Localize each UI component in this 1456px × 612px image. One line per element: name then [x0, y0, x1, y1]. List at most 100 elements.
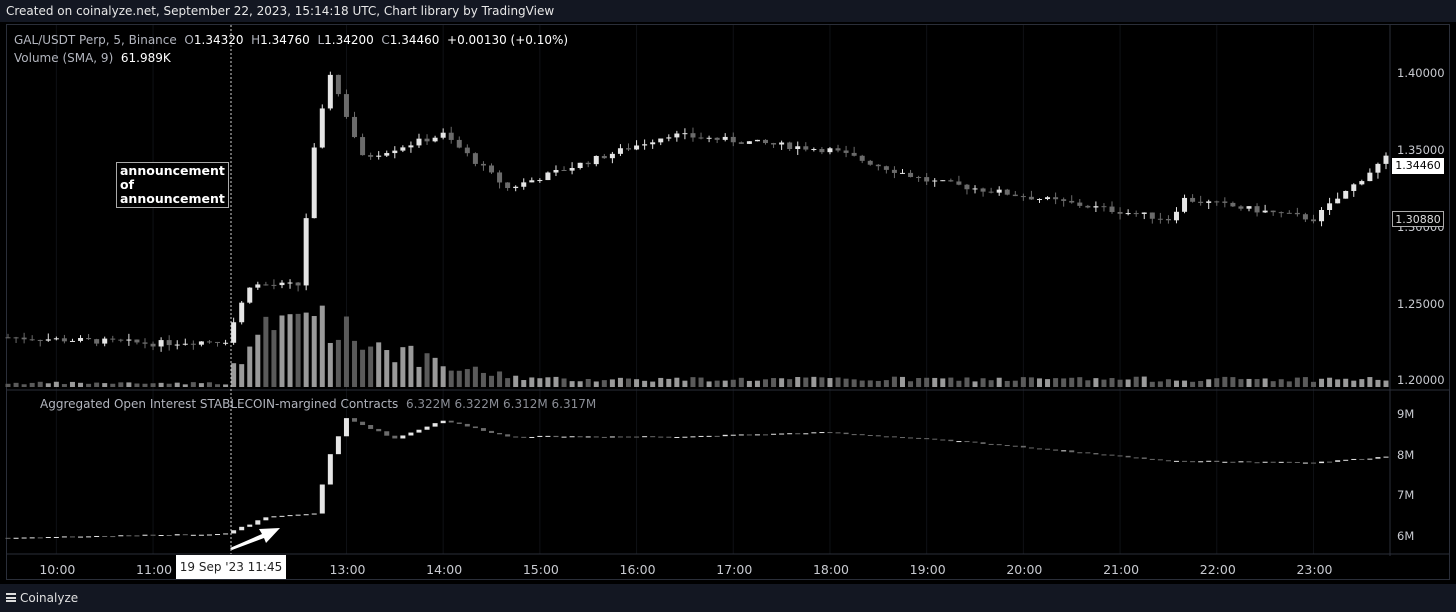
low-value: 1.34200 [324, 33, 374, 47]
oi-candle [561, 436, 567, 438]
price-candle [231, 322, 237, 343]
symbol-label: GAL/USDT Perp, 5, Binance [14, 33, 177, 47]
price-candle [1310, 219, 1316, 222]
volume-bar [134, 383, 140, 387]
price-candle [1028, 196, 1034, 200]
price-candle [956, 181, 962, 185]
price-candle [924, 177, 930, 182]
price-candle [1077, 202, 1083, 206]
oi-candle [5, 537, 11, 539]
volume-bar [352, 340, 358, 387]
volume-bar [505, 378, 511, 387]
oi-candle [1077, 452, 1083, 454]
price-candle [271, 284, 277, 286]
oi-axis-tick: 8M [1397, 447, 1415, 462]
volume-bar [1230, 377, 1236, 387]
volume-bar [1085, 380, 1091, 387]
price-candle [835, 148, 841, 151]
low-label: L [317, 33, 325, 47]
volume-bar [859, 380, 865, 387]
volume-bar [126, 382, 132, 387]
volume-bar [110, 383, 116, 387]
chart-frame[interactable] [6, 24, 1450, 580]
oi-candle [78, 536, 84, 538]
price-candle [1238, 206, 1244, 209]
price-candle [327, 74, 333, 109]
oi-candle [53, 536, 59, 538]
price-candle [360, 137, 366, 156]
menu-icon[interactable] [6, 593, 16, 602]
price-candle [972, 188, 978, 190]
oi-candle [37, 537, 43, 539]
volume-bar [489, 375, 495, 387]
volume-bar [472, 366, 478, 387]
price-candle [980, 188, 986, 192]
price-legend: GAL/USDT Perp, 5, Binance O1.34320 H1.34… [14, 33, 568, 47]
volume-bar [722, 380, 728, 387]
price-candle [448, 132, 454, 140]
oi-candle [609, 436, 615, 438]
price-candle [1222, 201, 1228, 203]
price-candle [424, 138, 430, 142]
price-candle [529, 180, 535, 183]
note-line-3: announcement [120, 191, 225, 206]
volume-bar [658, 377, 664, 387]
oi-candle [569, 436, 575, 438]
oi-candle [1020, 445, 1026, 448]
volume-bar [1149, 381, 1155, 387]
price-candle [585, 162, 591, 165]
price-candle [94, 339, 100, 344]
volume-bar [5, 383, 11, 387]
volume-bar [303, 312, 309, 387]
price-candle [1270, 210, 1276, 213]
volume-bar [279, 315, 285, 387]
oi-candle [1343, 459, 1349, 461]
price-candle [1157, 218, 1163, 220]
time-axis-tick: 11:00 [136, 562, 173, 577]
oi-candle [916, 437, 922, 439]
volume-value: 61.989K [120, 51, 171, 65]
oi-values: 6.322M 6.322M 6.312M 6.317M [405, 397, 597, 411]
volume-bar [1182, 380, 1188, 387]
open-interest-candles [5, 418, 1389, 539]
price-candle [891, 169, 897, 173]
price-candle [1182, 197, 1188, 212]
oi-candle [811, 432, 817, 434]
price-axis-tick: 1.40000 [1397, 66, 1445, 81]
oi-candle [964, 441, 970, 443]
volume-bar [1045, 379, 1051, 387]
oi-candle [803, 433, 809, 435]
oi-candle [891, 436, 897, 438]
oi-candle [432, 423, 438, 427]
oi-legend: Aggregated Open Interest STABLECOIN-marg… [40, 397, 596, 411]
price-candle [182, 343, 188, 345]
price-candle [658, 138, 664, 143]
price-candle [223, 342, 229, 344]
price-candle [464, 147, 470, 154]
price-candle [609, 153, 615, 159]
price-candle [1165, 218, 1171, 221]
price-candle [674, 133, 680, 138]
price-candle [1383, 155, 1389, 164]
arrow-annotation [230, 528, 280, 550]
oi-candle [1238, 461, 1244, 463]
oi-candle [1117, 455, 1123, 457]
oi-candle [166, 534, 172, 536]
price-candle [762, 139, 768, 144]
volume-bar [223, 384, 229, 387]
oi-candle [1319, 461, 1325, 464]
price-candle [738, 142, 744, 144]
price-candle [1141, 212, 1147, 214]
volume-bar [738, 377, 744, 387]
price-axis-tick: 1.25000 [1397, 296, 1445, 311]
price-candle [851, 152, 857, 156]
oi-candle [730, 434, 736, 436]
oi-candle [1359, 458, 1365, 460]
price-candle [859, 155, 865, 161]
oi-candle [1061, 450, 1067, 452]
volume-bar [368, 346, 374, 387]
price-candle [166, 340, 172, 346]
price-candle [1125, 213, 1131, 215]
volume-bar [29, 382, 35, 387]
